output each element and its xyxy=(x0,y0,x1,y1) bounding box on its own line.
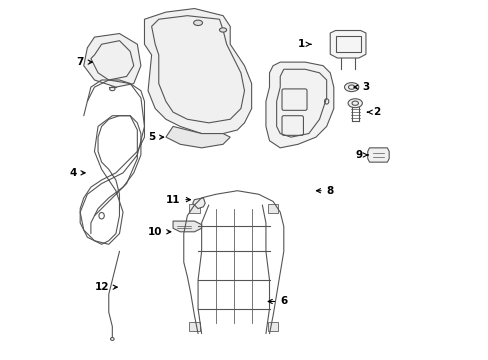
Ellipse shape xyxy=(219,28,226,32)
Polygon shape xyxy=(192,198,205,208)
Text: 5: 5 xyxy=(148,132,163,142)
Polygon shape xyxy=(367,148,388,162)
Ellipse shape xyxy=(109,87,115,91)
Text: 8: 8 xyxy=(316,186,333,196)
Ellipse shape xyxy=(347,99,362,108)
Polygon shape xyxy=(173,221,201,232)
Text: 1: 1 xyxy=(297,39,310,49)
Text: 10: 10 xyxy=(148,227,170,237)
Text: 4: 4 xyxy=(69,168,85,178)
Text: 7: 7 xyxy=(76,57,92,67)
Polygon shape xyxy=(265,62,333,148)
Text: 9: 9 xyxy=(354,150,367,160)
Ellipse shape xyxy=(344,83,358,91)
Polygon shape xyxy=(165,126,230,148)
Ellipse shape xyxy=(193,20,202,26)
Polygon shape xyxy=(83,33,141,87)
Polygon shape xyxy=(144,9,251,134)
Text: 2: 2 xyxy=(366,107,380,117)
Text: 11: 11 xyxy=(165,195,190,204)
Text: 6: 6 xyxy=(267,296,287,306)
Bar xyxy=(189,204,200,213)
Text: 12: 12 xyxy=(94,282,117,292)
Bar xyxy=(267,322,278,331)
Bar xyxy=(267,204,278,213)
Text: 3: 3 xyxy=(353,82,369,92)
Bar xyxy=(189,322,200,331)
Polygon shape xyxy=(329,31,365,58)
